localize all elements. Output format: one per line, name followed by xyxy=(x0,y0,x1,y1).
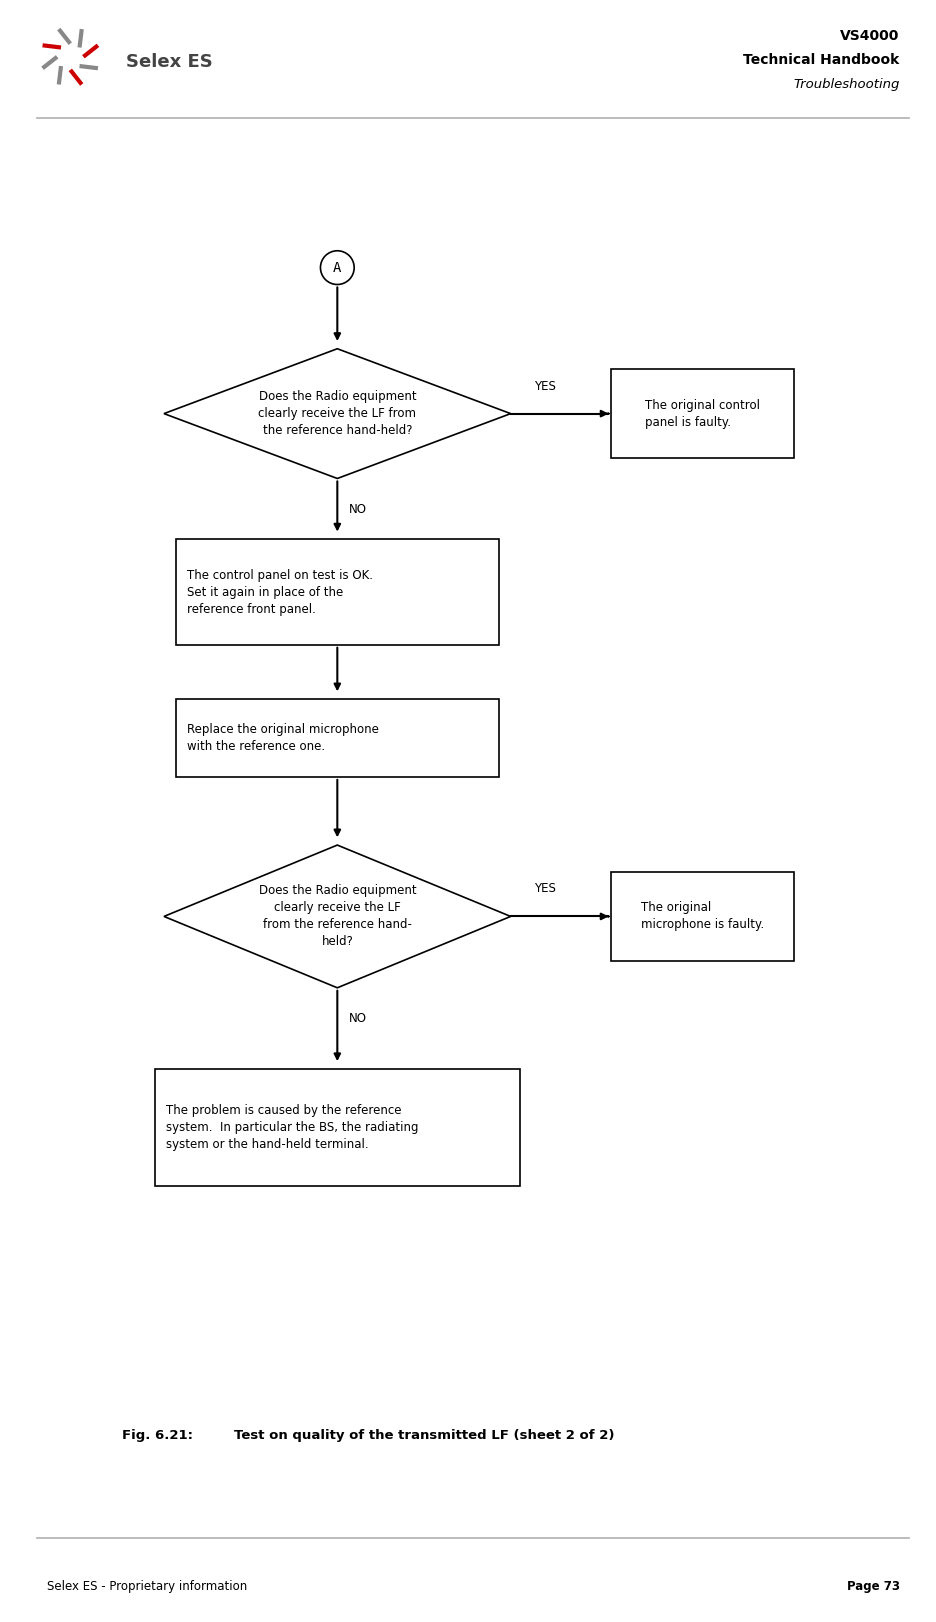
Text: VS4000: VS4000 xyxy=(840,29,899,42)
FancyBboxPatch shape xyxy=(175,699,498,777)
FancyBboxPatch shape xyxy=(175,539,498,644)
Text: Fig. 6.21:: Fig. 6.21: xyxy=(122,1429,193,1442)
Text: Troubleshooting: Troubleshooting xyxy=(792,78,899,91)
Text: The problem is caused by the reference
system.  In particular the BS, the radiat: The problem is caused by the reference s… xyxy=(166,1105,417,1150)
Text: The control panel on test is OK.
Set it again in place of the
reference front pa: The control panel on test is OK. Set it … xyxy=(187,569,373,615)
Text: YES: YES xyxy=(534,380,555,393)
Text: A: A xyxy=(333,261,341,274)
Text: Selex ES - Proprietary information: Selex ES - Proprietary information xyxy=(47,1580,247,1593)
Text: The original
microphone is faulty.: The original microphone is faulty. xyxy=(640,902,764,931)
Polygon shape xyxy=(164,845,510,988)
FancyBboxPatch shape xyxy=(610,873,793,960)
Text: Replace the original microphone
with the reference one.: Replace the original microphone with the… xyxy=(187,723,378,753)
Text: NO: NO xyxy=(348,1012,366,1025)
Text: The original control
panel is faulty.: The original control panel is faulty. xyxy=(645,399,759,428)
Text: Does the Radio equipment
clearly receive the LF from
the reference hand-held?: Does the Radio equipment clearly receive… xyxy=(258,391,416,436)
Ellipse shape xyxy=(320,251,354,284)
Text: Selex ES: Selex ES xyxy=(126,52,213,71)
Text: Technical Handbook: Technical Handbook xyxy=(742,54,899,67)
Text: NO: NO xyxy=(348,503,366,516)
Text: Test on quality of the transmitted LF (sheet 2 of 2): Test on quality of the transmitted LF (s… xyxy=(234,1429,614,1442)
Text: YES: YES xyxy=(534,882,555,895)
Polygon shape xyxy=(164,349,510,478)
FancyBboxPatch shape xyxy=(154,1069,519,1186)
Text: Page 73: Page 73 xyxy=(845,1580,899,1593)
FancyBboxPatch shape xyxy=(610,368,793,457)
Text: Does the Radio equipment
clearly receive the LF
from the reference hand-
held?: Does the Radio equipment clearly receive… xyxy=(258,884,416,949)
